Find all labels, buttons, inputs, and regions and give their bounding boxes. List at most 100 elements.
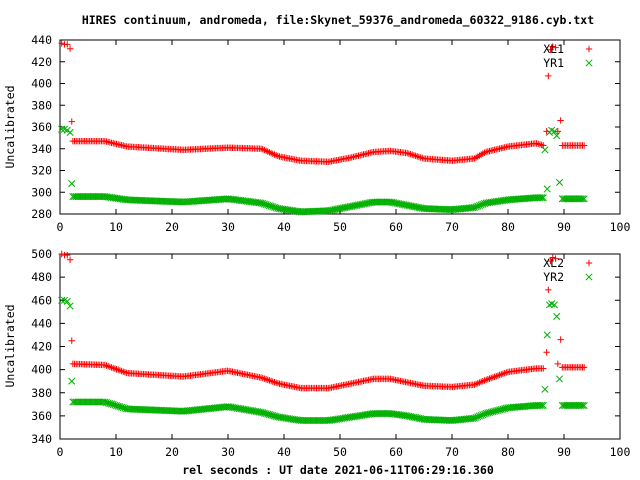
data-point (573, 401, 581, 410)
data-point (580, 364, 588, 371)
data-point (563, 195, 571, 203)
legend-label: YR2 (543, 270, 564, 284)
data-point (370, 410, 378, 418)
data-point (547, 46, 554, 53)
data-point (58, 125, 66, 133)
data-point (553, 312, 561, 320)
data-point (375, 410, 383, 418)
data-point (538, 141, 545, 149)
x-axis-label: rel seconds : UT date 2021-06-11T06:29:1… (182, 463, 494, 477)
y-tick-label: 420 (31, 340, 52, 354)
y-tick-label: 480 (31, 270, 52, 284)
data-point (264, 376, 271, 384)
data-point (94, 193, 102, 201)
data-point (72, 193, 80, 201)
series-YR2 (58, 296, 588, 425)
data-point (381, 198, 389, 206)
figure-title: HIRES continuum, andromeda, file:Skynet_… (82, 13, 594, 28)
data-point (533, 140, 540, 147)
data-point (68, 118, 75, 125)
data-point (538, 194, 546, 202)
data-point (562, 401, 570, 410)
data-point (82, 398, 90, 406)
data-point (66, 45, 74, 52)
data-point (77, 193, 85, 201)
data-point (271, 378, 278, 386)
data-point (319, 416, 327, 425)
data-point (417, 154, 424, 161)
data-point (533, 401, 541, 410)
data-point (578, 195, 587, 203)
legend-marker (585, 273, 593, 281)
x-tick-label: 50 (333, 445, 347, 459)
data-point (407, 150, 414, 158)
data-point (547, 257, 554, 265)
bottom-panel-ylabel: Uncalibrated (3, 304, 17, 387)
data-point (297, 416, 305, 425)
data-point (76, 193, 84, 201)
data-point (257, 374, 265, 381)
data-point (84, 398, 92, 406)
data-point (414, 153, 421, 160)
data-point (412, 152, 419, 160)
data-point (89, 398, 97, 406)
data-point (82, 193, 90, 201)
data-point (68, 337, 75, 344)
data-point (562, 195, 570, 203)
data-point (557, 336, 564, 343)
data-point (86, 193, 94, 201)
data-point (545, 286, 552, 294)
data-point (557, 117, 564, 124)
y-tick-label: 440 (31, 316, 52, 330)
data-point (570, 195, 578, 203)
data-point (77, 398, 85, 406)
data-point (86, 398, 94, 406)
data-point (405, 150, 413, 157)
data-point (534, 401, 542, 410)
data-point (536, 194, 544, 202)
data-point (176, 198, 184, 206)
data-point (567, 195, 575, 203)
y-tick-label: 300 (31, 185, 52, 199)
data-point (74, 193, 82, 201)
legend-label: YR1 (543, 56, 564, 70)
data-point (555, 375, 564, 383)
data-point (63, 297, 71, 305)
data-point (311, 416, 319, 425)
y-tick-label: 360 (31, 120, 52, 134)
data-point (538, 401, 546, 410)
data-point (575, 401, 583, 410)
data-point (563, 401, 571, 410)
data-point (272, 379, 280, 386)
data-point (550, 301, 559, 309)
x-tick-label: 10 (109, 220, 123, 234)
data-point (555, 178, 564, 187)
data-point (572, 401, 580, 410)
x-tick-label: 40 (277, 220, 291, 234)
legend-marker (585, 259, 593, 267)
data-point (71, 193, 79, 201)
y-tick-label: 440 (31, 33, 52, 47)
data-point (66, 302, 74, 310)
y-tick-label: 340 (31, 432, 52, 446)
data-point (580, 401, 588, 410)
x-tick-label: 20 (165, 220, 179, 234)
y-tick-label: 500 (31, 247, 52, 261)
top-panel-ylabel: Uncalibrated (3, 85, 17, 168)
x-tick-label: 70 (445, 220, 459, 234)
data-point (94, 398, 102, 406)
data-point (539, 194, 547, 202)
data-point (89, 193, 97, 201)
data-point (64, 251, 71, 259)
data-point (87, 398, 95, 406)
series-XL2 (58, 250, 588, 392)
data-point (261, 375, 268, 382)
data-point (92, 398, 100, 406)
data-point (378, 410, 386, 418)
data-point (58, 250, 65, 258)
data-point (536, 401, 544, 410)
x-tick-label: 100 (610, 445, 631, 459)
data-point (550, 127, 559, 135)
y-tick-label: 380 (31, 98, 52, 112)
x-tick-label: 30 (221, 445, 235, 459)
